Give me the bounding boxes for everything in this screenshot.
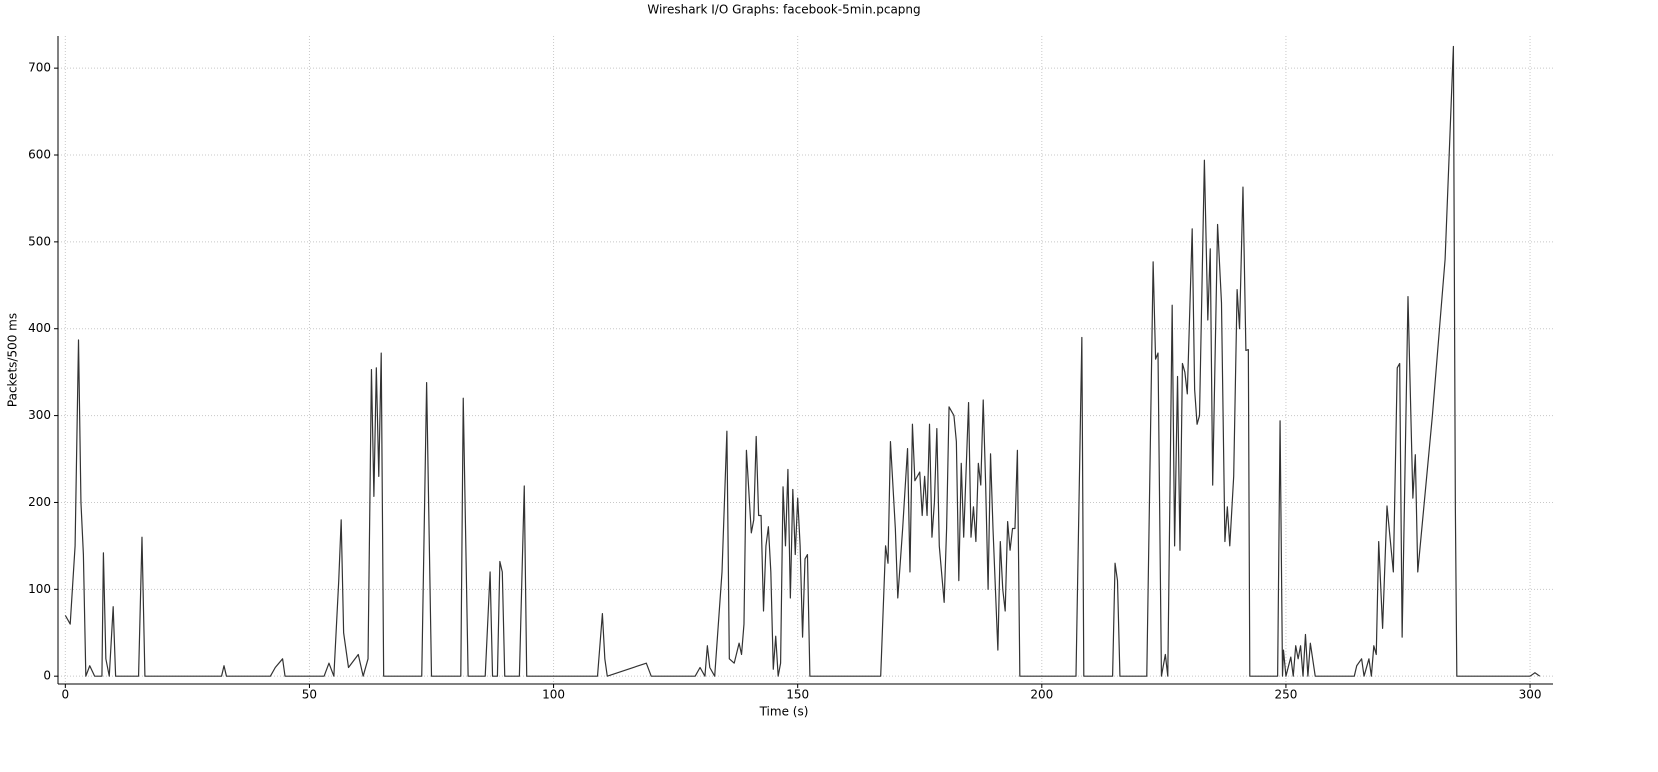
x-tick-label: 250 bbox=[1274, 688, 1297, 702]
y-tick-label: 400 bbox=[28, 321, 51, 335]
data-line bbox=[64, 45, 1541, 677]
y-tick-label: 200 bbox=[28, 495, 51, 509]
x-tick-label: 300 bbox=[1519, 688, 1542, 702]
x-axis-label: Time (s) bbox=[759, 705, 809, 719]
x-tick-label: 100 bbox=[542, 688, 565, 702]
y-tick-label: 100 bbox=[28, 582, 51, 596]
y-tick-label: 300 bbox=[28, 408, 51, 422]
y-axis-label: Packets/500 ms bbox=[6, 313, 20, 407]
x-tick-label: 0 bbox=[62, 688, 70, 702]
y-tick-label: 0 bbox=[43, 669, 51, 683]
x-tick-label: 150 bbox=[786, 688, 809, 702]
y-tick-label: 700 bbox=[28, 61, 51, 75]
x-tick-label: 50 bbox=[302, 688, 317, 702]
chart-title: Wireshark I/O Graphs: facebook-5min.pcap… bbox=[647, 3, 920, 17]
x-tick-label: 200 bbox=[1030, 688, 1053, 702]
y-tick-label: 500 bbox=[28, 234, 51, 248]
y-tick-label: 600 bbox=[28, 148, 51, 162]
